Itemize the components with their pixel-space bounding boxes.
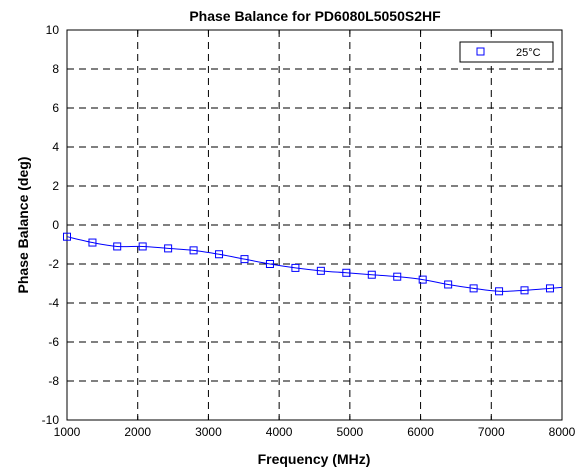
data-point xyxy=(113,242,122,251)
x-tick-label: 4000 xyxy=(266,425,293,439)
y-axis-label: Phase Balance (deg) xyxy=(15,157,31,294)
y-tick-label: -6 xyxy=(48,335,59,349)
x-axis-label: Frequency (MHz) xyxy=(258,451,371,467)
legend-label-25c: 25°C xyxy=(516,47,541,59)
y-tick-label: 8 xyxy=(52,62,59,76)
y-tick-label: 2 xyxy=(52,179,59,193)
data-point xyxy=(189,246,198,255)
x-tick-label: 6000 xyxy=(407,425,434,439)
x-axis-ticks: 1000 2000 3000 4000 5000 6000 7000 8000 xyxy=(54,30,576,439)
data-point xyxy=(164,244,173,253)
y-axis-ticks: -10 -8 -6 -4 -2 0 2 4 6 8 10 xyxy=(42,23,562,427)
data-point xyxy=(444,280,453,289)
x-tick-label: 2000 xyxy=(124,425,151,439)
y-tick-label: 4 xyxy=(52,140,59,154)
x-tick-label: 3000 xyxy=(195,425,222,439)
data-point xyxy=(88,238,97,247)
y-tick-label: -4 xyxy=(48,296,59,310)
x-tick-label: 1000 xyxy=(54,425,81,439)
data-point xyxy=(63,232,71,241)
series-group xyxy=(63,232,563,296)
data-point xyxy=(240,255,249,264)
legend-marker xyxy=(476,47,485,56)
series-line-25c xyxy=(66,236,563,292)
data-point xyxy=(393,272,402,281)
data-point xyxy=(342,268,351,277)
data-point xyxy=(495,287,504,296)
y-tick-label: 10 xyxy=(46,23,60,37)
chart-title: Phase Balance for PD6080L5050S2HF xyxy=(189,8,441,24)
x-tick-label: 8000 xyxy=(549,425,576,439)
data-point xyxy=(469,284,478,293)
y-tick-label: 0 xyxy=(52,218,59,232)
legend-box xyxy=(459,41,554,63)
legend: 25°C xyxy=(459,41,554,63)
y-tick-label: -8 xyxy=(48,374,59,388)
data-point xyxy=(138,242,147,251)
data-point xyxy=(545,284,554,293)
x-tick-label: 7000 xyxy=(478,425,505,439)
data-point xyxy=(418,275,427,284)
data-point xyxy=(367,270,376,279)
grid-lines xyxy=(67,30,562,420)
data-point xyxy=(215,250,224,259)
x-tick-label: 5000 xyxy=(337,425,364,439)
data-point xyxy=(316,266,325,275)
data-point xyxy=(520,286,529,295)
data-point xyxy=(265,260,274,268)
y-tick-label: -2 xyxy=(48,257,59,271)
y-tick-label: 6 xyxy=(52,101,59,115)
y-tick-label: -10 xyxy=(42,413,60,427)
data-point xyxy=(291,263,300,272)
